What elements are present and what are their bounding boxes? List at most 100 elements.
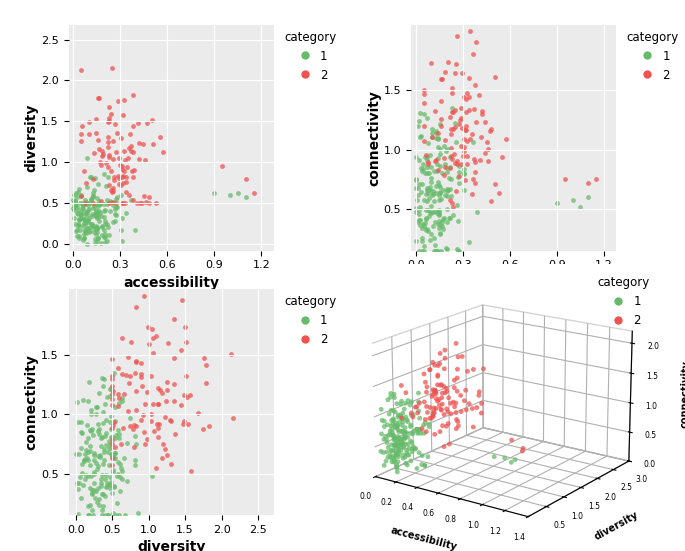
Point [142,322,153,331]
Point [103,511,114,520]
Point [129,431,140,440]
Point [471,117,482,126]
Point [75,214,86,223]
Point [459,93,470,102]
Point [68,206,79,214]
Point [95,239,106,247]
Point [110,217,121,225]
Point [116,440,127,449]
Point [108,468,119,477]
Point [88,511,99,520]
Point [107,424,118,433]
Point [80,199,91,208]
Point [105,186,116,195]
Point [424,169,435,177]
Point [421,153,432,161]
Point [209,189,220,198]
Point [484,126,495,135]
Point [107,371,118,380]
Point [77,204,88,213]
Point [86,220,97,229]
Point [419,241,429,250]
Point [95,474,106,483]
Point [414,246,425,255]
Point [442,218,453,227]
Point [166,417,177,426]
Point [447,104,458,112]
Point [410,152,421,161]
Point [79,456,90,465]
Point [100,475,111,484]
Legend: 1, 2: 1, 2 [284,295,336,346]
Point [78,219,89,228]
Point [86,210,97,219]
Point [153,433,164,441]
Point [81,207,92,216]
X-axis label: accessibility: accessibility [389,526,458,551]
Point [424,212,435,220]
Point [73,221,84,230]
Point [437,185,448,194]
Point [92,452,103,461]
Point [91,458,102,467]
Point [415,109,426,117]
Point [84,213,95,222]
Point [412,196,423,204]
Point [106,433,117,441]
Point [432,208,443,217]
Point [433,206,444,214]
Point [453,120,464,128]
Point [103,163,114,171]
Point [94,217,105,226]
Point [415,164,426,173]
Point [99,237,110,246]
Point [468,175,479,183]
Point [81,179,92,187]
Point [89,469,100,478]
Point [80,229,91,237]
Point [441,168,452,176]
Point [114,153,125,162]
Point [105,207,116,215]
Point [450,106,461,115]
Point [108,509,119,517]
Point [108,453,119,462]
Point [411,236,422,245]
Point [433,210,444,219]
Point [432,246,443,255]
Point [107,382,118,391]
Point [104,418,115,426]
Point [83,218,94,227]
Point [441,186,452,195]
Point [107,488,118,497]
Point [88,222,99,230]
Point [115,133,126,142]
Point [433,165,444,174]
Point [445,124,456,133]
Point [441,191,452,200]
Point [100,432,111,441]
Point [127,196,138,204]
Point [84,226,95,235]
Point [112,472,123,480]
Point [95,157,105,166]
Point [129,369,140,377]
Point [118,423,129,432]
Point [413,156,424,165]
Point [425,230,436,239]
Point [413,180,424,188]
Point [153,424,164,433]
Point [105,424,116,433]
Point [430,246,441,255]
Point [100,470,111,479]
Point [88,149,99,158]
Point [103,437,114,446]
Point [170,430,181,439]
Point [125,372,136,381]
Point [447,210,458,219]
Point [469,105,479,114]
Point [95,200,105,209]
Point [88,467,99,476]
Point [159,413,170,422]
Point [414,203,425,212]
